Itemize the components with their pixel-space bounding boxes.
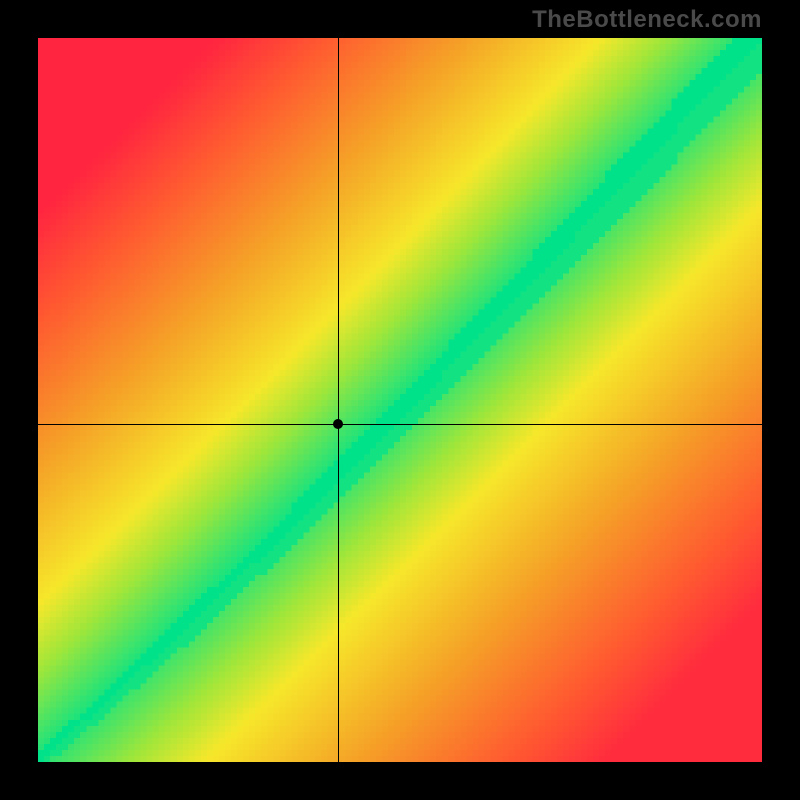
plot-area: [38, 38, 762, 762]
heatmap-canvas: [38, 38, 762, 762]
watermark-text: TheBottleneck.com: [532, 6, 762, 34]
chart-container: TheBottleneck.com: [0, 0, 800, 800]
